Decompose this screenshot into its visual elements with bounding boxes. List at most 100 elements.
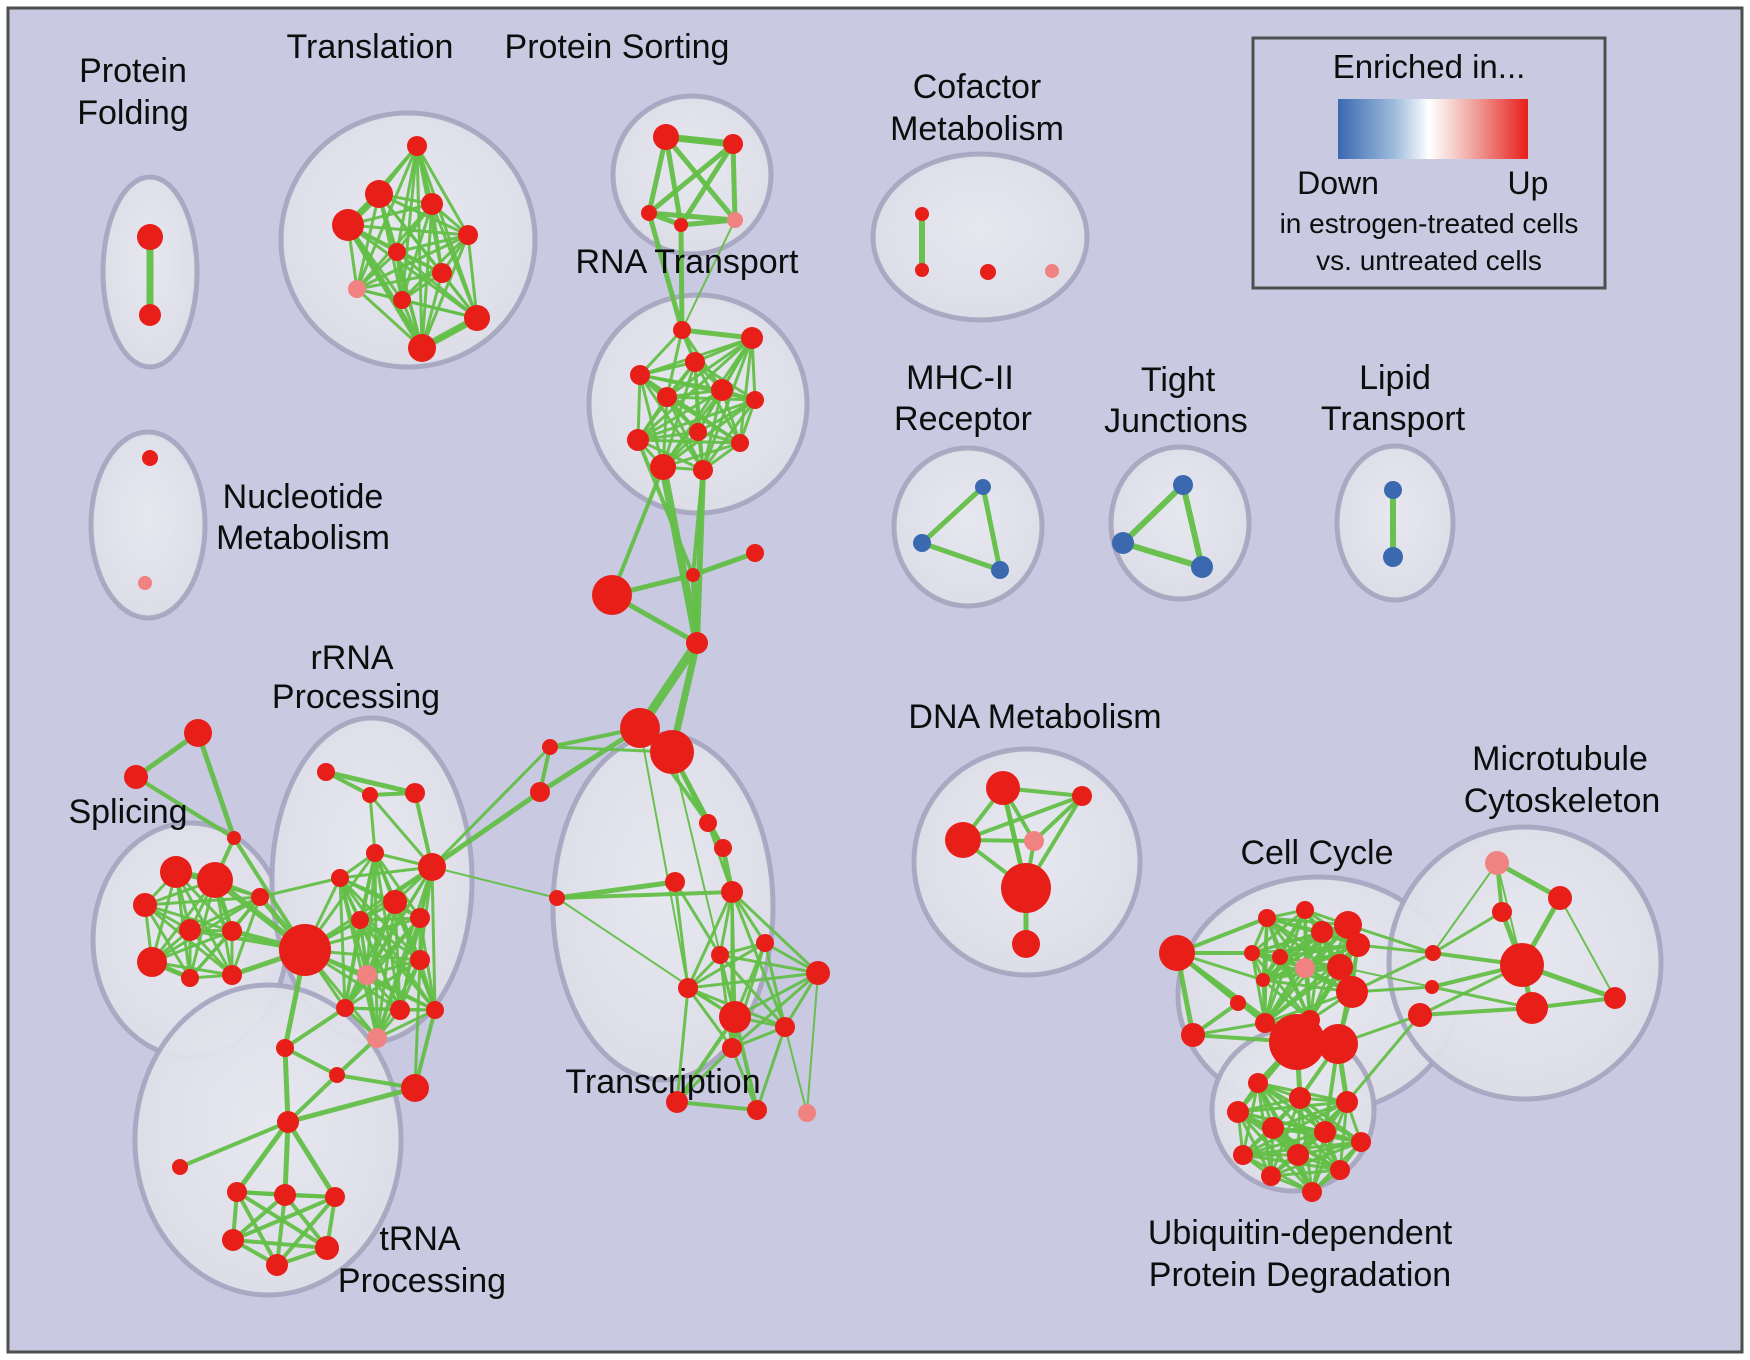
edge-tn1-tn3: [234, 1119, 291, 1195]
edge-tl8-tl11: [355, 287, 424, 350]
edge-tn5-tn6: [231, 1195, 337, 1242]
gene-set-node-cc3: [1230, 995, 1246, 1011]
gene-set-node-tn8: [266, 1254, 288, 1276]
edge-m9-tx4: [555, 890, 734, 900]
gene-set-node-cc11: [1334, 911, 1362, 939]
gene-set-node-m3: [592, 575, 632, 615]
cluster-nucleotide-metabolism-label-line2: Metabolism: [216, 519, 390, 557]
edge-rr8-rr9: [358, 916, 422, 922]
cluster-rrna-processing-label-line1: rRNA: [310, 639, 393, 677]
gene-set-node-tx4: [721, 881, 743, 903]
edge-tx12-tx11: [675, 1046, 734, 1104]
gene-set-node-rr14: [390, 1000, 410, 1020]
gene-set-node-ub7: [1351, 1132, 1371, 1152]
gene-set-node-mh2: [913, 534, 931, 552]
edge-rr9-rr13: [343, 916, 422, 1010]
gene-set-node-tn4: [274, 1184, 296, 1206]
edge-tl4-tl10: [346, 223, 479, 320]
edge-ps4-rt1: [678, 222, 685, 333]
cluster-microtubule-cytoskeleton-label-line2: Cytoskeleton: [1464, 782, 1661, 820]
gene-set-node-tx8: [678, 978, 698, 998]
cluster-translation-label-line1: Translation: [287, 28, 454, 66]
edge-ps1-ps4: [663, 134, 684, 228]
edge-mt1-mt2: [1494, 860, 1563, 901]
edge-rr13-rr17: [283, 1006, 347, 1050]
edge-rr12-rr13: [343, 958, 422, 1010]
edge-rt7-rt12: [701, 398, 757, 472]
gene-set-node-rr8: [351, 911, 369, 929]
edge-tn1-tn2: [178, 1120, 290, 1169]
gene-set-node-sp4: [179, 919, 201, 941]
gene-set-node-cc17: [1318, 1024, 1358, 1064]
edge-tx1-tx4: [706, 821, 734, 894]
edge-m7-rr5: [430, 745, 552, 869]
cluster-trna-processing-label-line2: Processing: [338, 1262, 506, 1300]
cluster-mhc-ii-receptor-label-line2: Receptor: [894, 400, 1032, 438]
edge-mh1-mh3: [980, 484, 1003, 573]
edge-sp9-rr6: [258, 876, 342, 899]
cluster-tight-junctions-label-line2: Junctions: [1104, 402, 1248, 440]
gene-set-node-ub3: [1336, 1091, 1358, 1113]
cluster-protein-folding-label-line2: Folding: [77, 94, 189, 132]
gene-set-node-m5: [620, 708, 660, 748]
gene-set-node-cc8: [1256, 973, 1270, 987]
edge-rt7-rt9: [636, 398, 757, 442]
cluster-protein-folding-label-line1: Protein: [79, 52, 187, 90]
gene-set-node-m4: [686, 632, 708, 654]
cluster-trna-processing-ellipse: [132, 982, 404, 1298]
edge-ps5-rt1: [681, 219, 736, 331]
edge-cn2-cc12: [1356, 943, 1435, 955]
gene-set-node-rr7: [383, 890, 407, 914]
gene-set-node-tl8: [348, 280, 366, 298]
edge-mh1-mh2: [919, 484, 986, 546]
gene-set-node-lt1: [1384, 481, 1402, 499]
gene-set-node-tn6: [222, 1229, 244, 1251]
gene-set-node-mt1: [1485, 851, 1509, 875]
legend-title: Enriched in...: [1333, 48, 1526, 85]
cluster-microtubule-cytoskeleton-label-line1: Microtubule: [1472, 740, 1648, 778]
cluster-rna-transport-label-line1: RNA Transport: [576, 243, 800, 281]
gene-set-node-tn3: [227, 1182, 247, 1202]
cluster-mhc-ii-receptor-ellipse: [891, 445, 1045, 609]
gene-set-node-rt12: [693, 460, 713, 480]
edge-tl5-tl10: [466, 233, 479, 320]
edge-ps4-ps5: [678, 217, 738, 228]
edge-tl4-tl5: [346, 223, 470, 237]
legend-down-label: Down: [1297, 165, 1379, 201]
edge-rr15-rr16: [375, 1008, 437, 1040]
gene-set-node-rt1: [673, 321, 691, 339]
gene-set-node-dm2: [1072, 786, 1092, 806]
gene-set-node-ub6: [1314, 1121, 1336, 1143]
gene-set-node-tx12: [666, 1091, 688, 1113]
edge-tl6-tl8: [355, 250, 399, 291]
gene-set-node-m6: [650, 730, 694, 774]
cluster-trna-processing-label-line1: tRNA: [379, 1220, 461, 1258]
gene-set-node-rt4: [630, 365, 650, 385]
legend-gradient-bar: [1338, 99, 1528, 159]
edge-tn5-tn8: [275, 1195, 337, 1267]
gene-set-node-ps4: [674, 218, 688, 232]
gene-set-node-tx2: [714, 839, 732, 857]
gene-set-node-cf3: [980, 264, 996, 280]
edge-rr5-rr15: [430, 865, 437, 1012]
cluster-labels: Protein Folding Translation Protein Sorting…: [68, 28, 1660, 1300]
gene-set-node-cc9: [1295, 958, 1315, 978]
gene-set-node-lt2: [1383, 547, 1403, 567]
edge-rr8-rr12: [358, 918, 422, 962]
edge-rt11-m3: [610, 465, 665, 597]
gene-set-node-ub4: [1227, 1101, 1249, 1123]
edge-tx9-tx12: [675, 1015, 737, 1104]
gene-set-node-sp7: [181, 969, 199, 987]
edge-tn1-rr17: [282, 1045, 291, 1125]
edge-rt1-rt4: [638, 328, 684, 377]
edge-tn1-rr18: [286, 1073, 339, 1124]
gene-set-node-tl7: [432, 263, 452, 283]
edge-m5-tx8: [639, 727, 689, 989]
edge-mt7-mt6: [1418, 1006, 1534, 1017]
cluster-ubiquitin-degradation-label-line2: Protein Degradation: [1149, 1256, 1451, 1294]
edge-tn1-rr19: [285, 1085, 418, 1125]
gene-set-node-mh3: [991, 561, 1009, 579]
gene-set-node-ub11: [1261, 1166, 1281, 1186]
gene-set-node-tl11: [408, 334, 436, 362]
gene-set-node-mt2: [1548, 886, 1572, 910]
